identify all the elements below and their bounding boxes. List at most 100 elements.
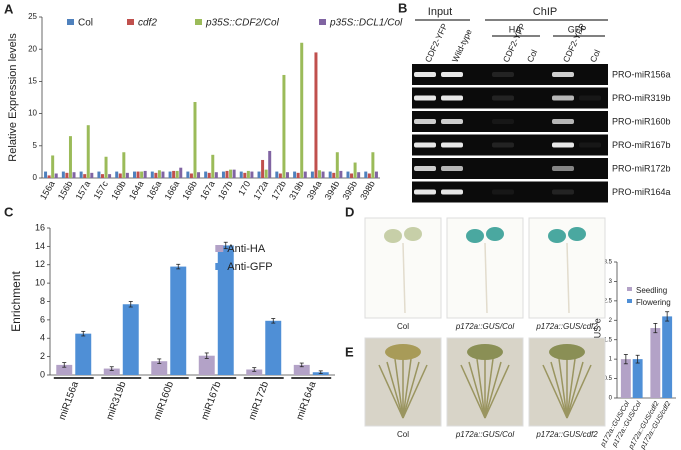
stem (402, 361, 420, 419)
bar (339, 170, 343, 178)
flower-head (385, 344, 421, 360)
stem (402, 358, 412, 419)
gel-band (441, 142, 463, 148)
y-tick-label: 6 (40, 314, 45, 324)
x-tick-label: 167a (198, 179, 217, 201)
bar (103, 368, 120, 375)
bar (68, 136, 72, 178)
stem (566, 361, 584, 419)
legend-swatch (627, 299, 632, 303)
gel-band (492, 189, 514, 195)
bar (332, 172, 336, 178)
y-tick-label: 3.5 (604, 260, 613, 266)
stem (468, 361, 486, 419)
legend-swatch (627, 287, 632, 291)
x-tick-label: 157c (92, 179, 111, 201)
gel-band (414, 72, 436, 77)
gel-band (492, 119, 514, 124)
photo-caption: p172a::GUS/cdf2 (535, 322, 598, 331)
bar (207, 172, 211, 178)
bar (157, 170, 161, 178)
legend-label: Anti-HA (227, 243, 266, 255)
stem (402, 364, 428, 419)
seedling-leaf (466, 229, 484, 243)
legend-label: p35S::CDF2/Col (205, 18, 280, 29)
flower-head (549, 344, 585, 360)
bar (161, 171, 165, 178)
stem (484, 361, 502, 419)
gel-band (579, 95, 601, 101)
x-tick-label: 319b (287, 179, 306, 201)
gel-band (552, 189, 574, 195)
gel-row-label: PRO-miR167b (612, 140, 671, 150)
gel-band (414, 142, 436, 148)
x-tick-label: miR167b (200, 380, 224, 422)
gel-row-label: PRO-miR319b (612, 93, 671, 103)
bar (250, 171, 254, 178)
y-tick-label: 0.5 (604, 376, 613, 382)
y-tick-label: 25 (28, 12, 37, 21)
bar (278, 173, 282, 178)
bar (211, 154, 215, 178)
bar (122, 152, 126, 178)
bar (75, 333, 92, 375)
photo-caption: Col (397, 430, 409, 439)
gel-band (414, 189, 436, 195)
seedling-leaf (548, 229, 566, 243)
bar (357, 172, 361, 178)
bar (246, 369, 263, 375)
bar (170, 266, 187, 375)
stem (558, 358, 568, 419)
x-tick-label: miR164a (295, 380, 319, 422)
bar (310, 171, 314, 178)
bar (314, 52, 318, 178)
error-bar (62, 362, 67, 368)
bar (61, 171, 65, 178)
gel-group: Input (428, 6, 452, 18)
gel-strip (412, 111, 608, 132)
bar (172, 170, 176, 178)
bar (54, 173, 58, 178)
x-tick-label: 156a (38, 179, 57, 201)
gel-band (492, 95, 514, 101)
panel-label: C (4, 204, 14, 219)
bar (374, 171, 378, 178)
bar (268, 150, 272, 178)
x-tick-label: 166a (163, 179, 182, 201)
seedling-leaf (404, 227, 422, 241)
bar (282, 74, 286, 178)
y-tick-label: 16 (35, 222, 45, 232)
bar (350, 173, 354, 178)
bar (150, 171, 154, 178)
bar (136, 171, 140, 178)
bar (44, 171, 48, 178)
gel-strip (412, 134, 608, 156)
panel-label: D (345, 204, 354, 219)
gel-band (414, 95, 436, 101)
stem (566, 358, 576, 419)
bar (90, 172, 94, 178)
error-bar (299, 362, 304, 368)
seedling-leaf (384, 229, 402, 243)
gel-strip (412, 87, 608, 109)
bar (225, 170, 229, 178)
bar (275, 171, 279, 178)
gel-group: ChIP (533, 6, 557, 18)
gel-band (492, 142, 514, 148)
y-tick-label: 10 (35, 278, 45, 288)
seedling-root (566, 242, 570, 314)
gel-row-label: PRO-miR156a (612, 69, 671, 79)
legend-label: Col (78, 18, 93, 29)
bar (97, 171, 101, 178)
bar (321, 171, 325, 178)
bar (189, 173, 193, 178)
legend-swatch (67, 19, 74, 25)
y-tick-label: 1 (609, 357, 613, 363)
x-tick-label: 172a (251, 179, 270, 201)
error-bar (318, 370, 323, 375)
legend-swatch (215, 263, 224, 270)
error-bar (252, 367, 257, 372)
bar (293, 364, 310, 375)
error-bar (157, 358, 162, 364)
